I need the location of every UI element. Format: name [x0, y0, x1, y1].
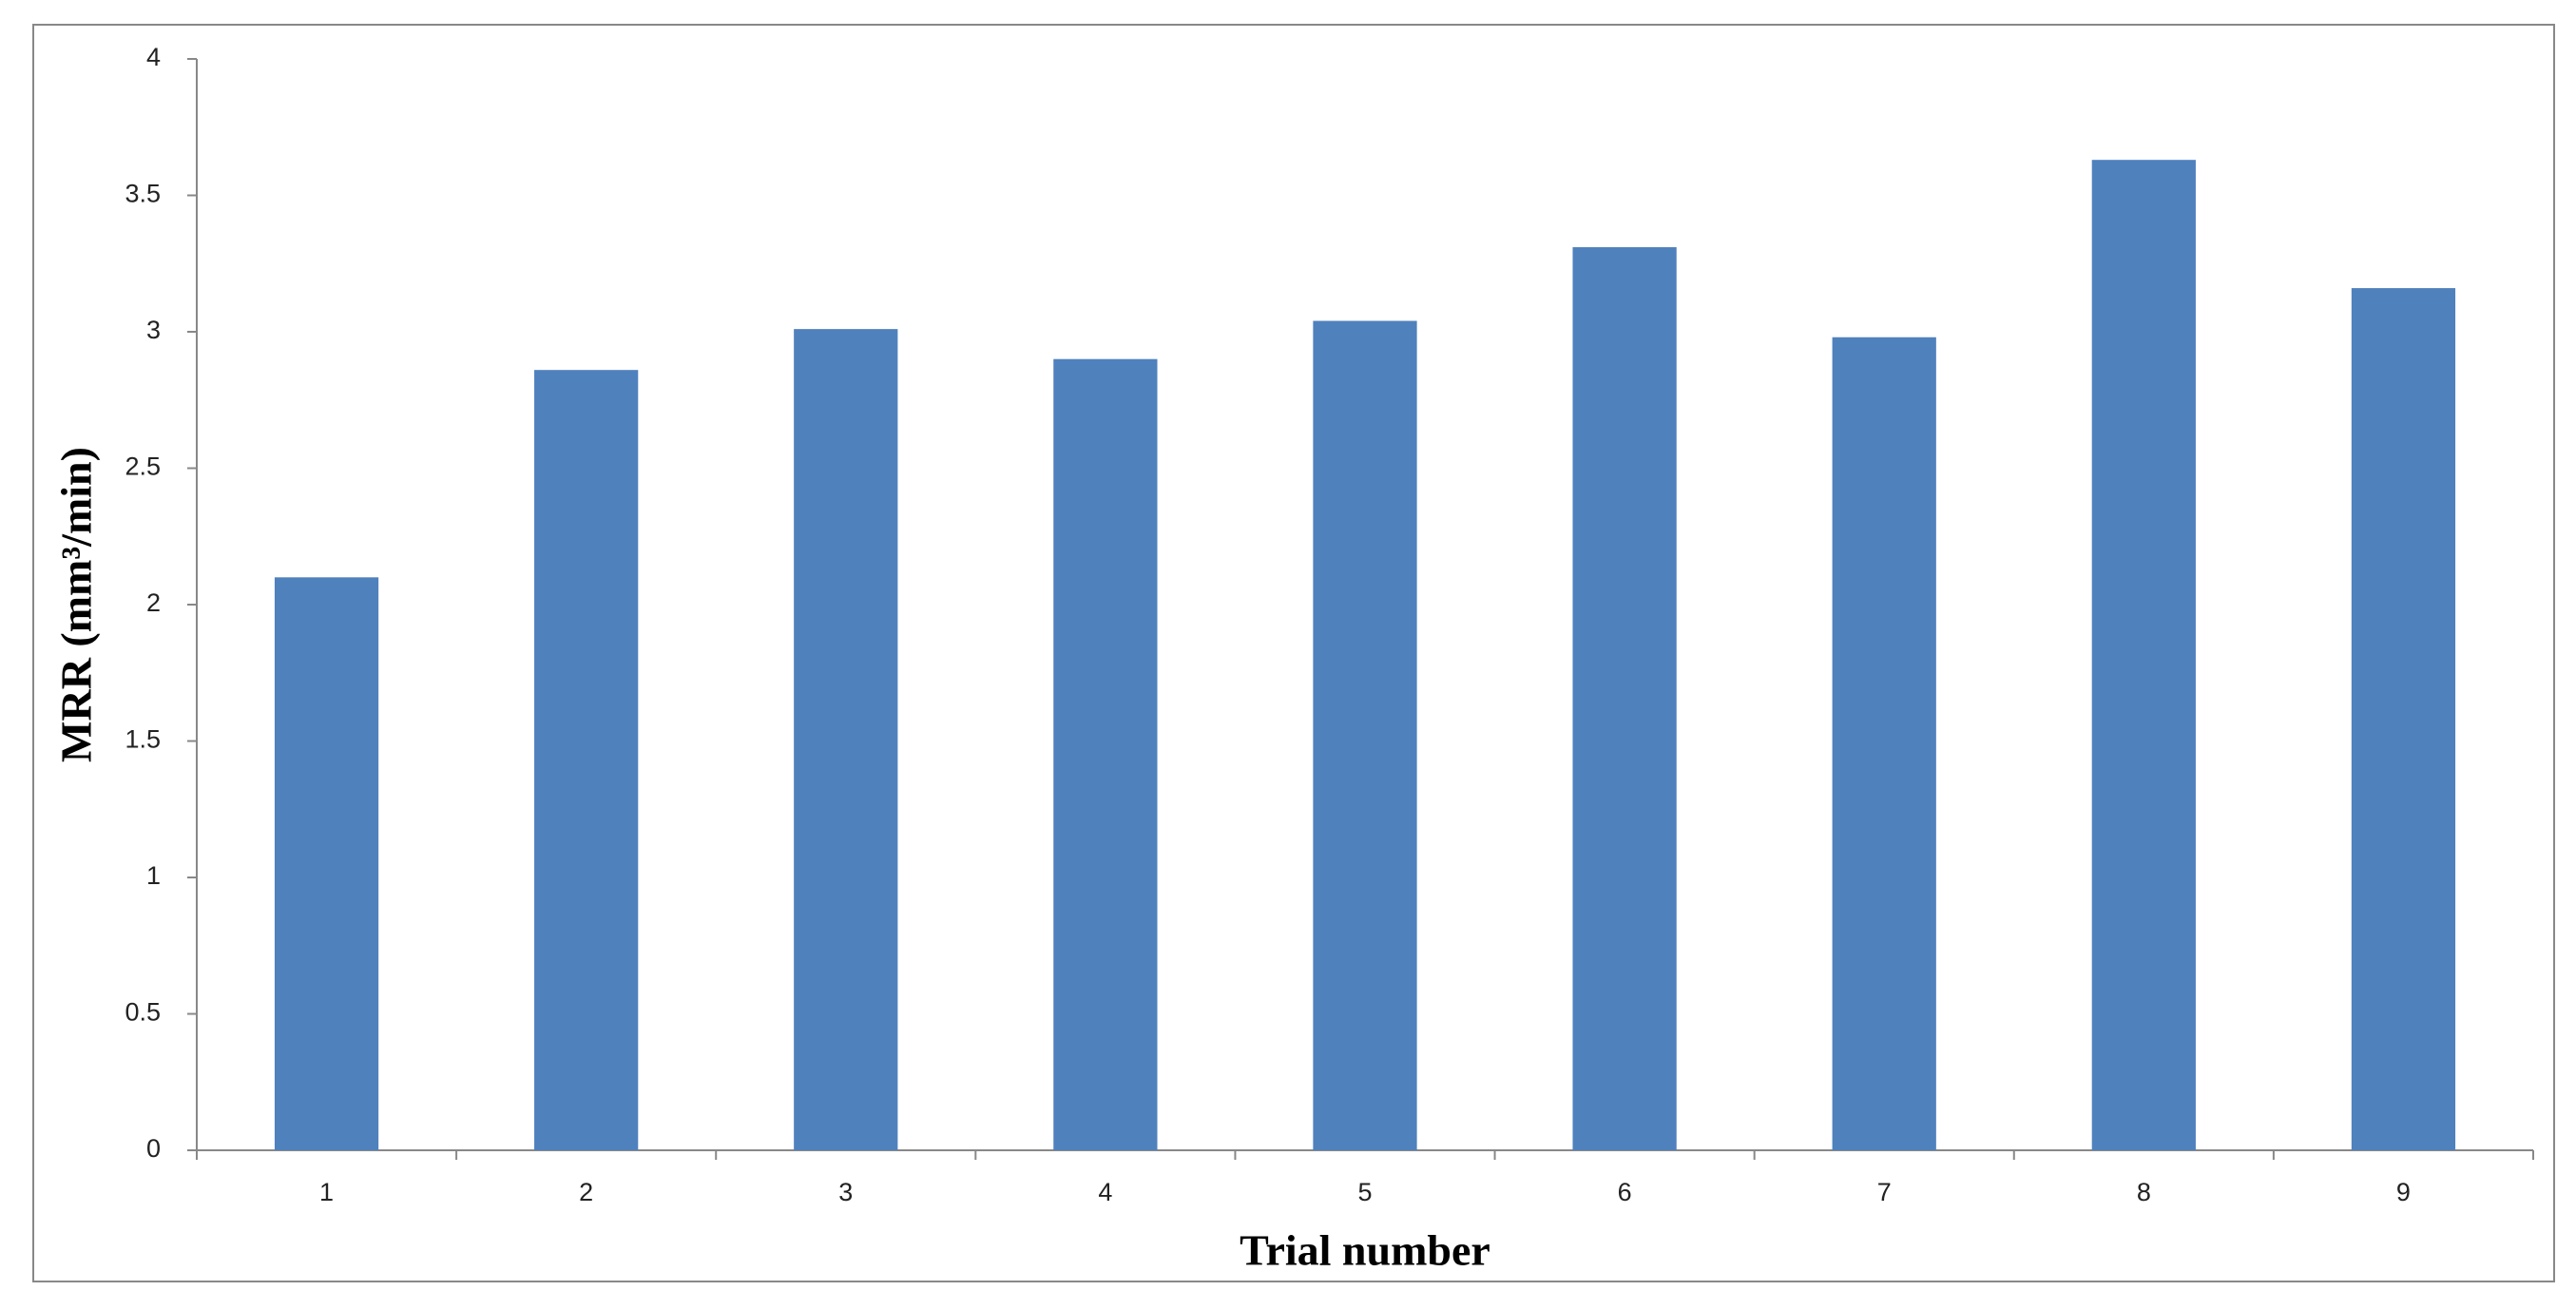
x-tick-label: 5: [1357, 1178, 1372, 1206]
x-tick-label: 6: [1618, 1178, 1632, 1206]
x-tick-label: 1: [319, 1178, 334, 1206]
y-tick-label: 1.5: [125, 725, 161, 754]
chart-frame: [32, 24, 2555, 1282]
bar: [2091, 160, 2196, 1151]
bar: [1313, 320, 1417, 1150]
bar: [2351, 288, 2456, 1151]
x-tick-label: 2: [579, 1178, 593, 1206]
y-tick-label: 3: [146, 316, 161, 344]
x-tick-label: 7: [1877, 1178, 1892, 1206]
bar: [534, 370, 639, 1150]
y-tick-label: 4: [146, 43, 161, 71]
y-tick-label: 2: [146, 588, 161, 617]
y-tick-label: 0.5: [125, 998, 161, 1027]
y-tick-label: 2.5: [125, 453, 161, 481]
y-tick-label: 0: [146, 1134, 161, 1163]
x-axis-title: Trial number: [1240, 1226, 1490, 1275]
y-tick-label: 1: [146, 861, 161, 890]
bar: [1053, 358, 1158, 1150]
x-tick-label: 8: [2137, 1178, 2151, 1206]
bar: [794, 329, 898, 1150]
bar: [274, 577, 379, 1150]
x-tick-label: 4: [1098, 1178, 1112, 1206]
x-tick-label: 9: [2396, 1178, 2411, 1206]
y-axis-title: MRR (mm³/min): [52, 447, 101, 762]
x-tick-label: 3: [838, 1178, 853, 1206]
y-tick-label: 3.5: [125, 180, 161, 208]
bar: [1832, 337, 1936, 1150]
bar: [1572, 247, 1677, 1150]
